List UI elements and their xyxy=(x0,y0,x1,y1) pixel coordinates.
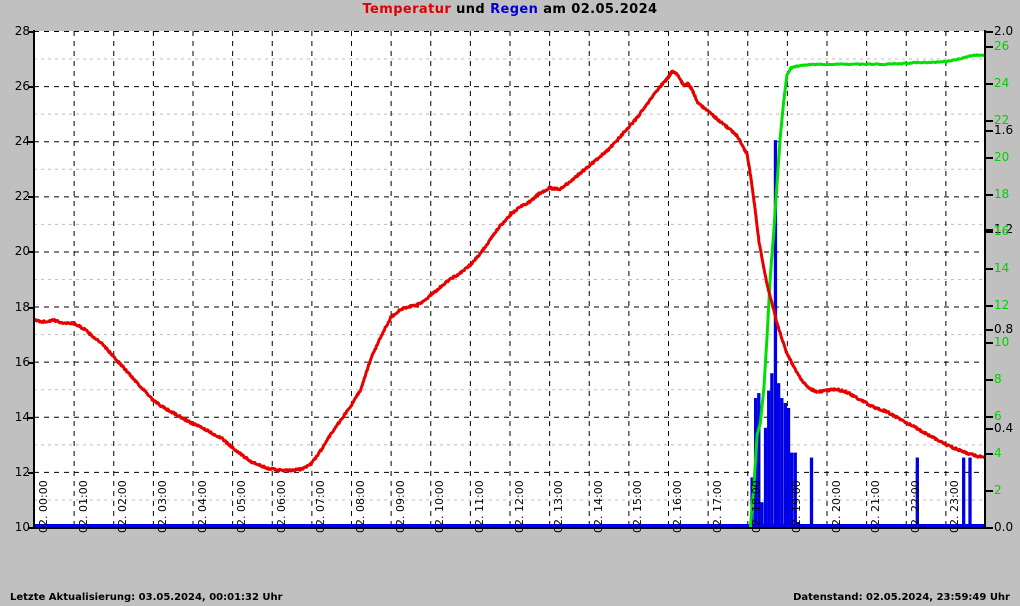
axis-tick xyxy=(28,417,35,419)
axis-tick xyxy=(28,307,35,309)
axis-tick xyxy=(986,268,993,270)
x-axis-label: 02. 15:00 xyxy=(631,480,645,533)
x-axis-label: 02. 14:00 xyxy=(591,480,605,533)
axis-tick xyxy=(28,362,35,364)
y-axis-cumulative-label: 6 xyxy=(994,408,1002,423)
axis-tick xyxy=(986,83,993,85)
axis-tick xyxy=(986,231,993,233)
x-axis-label: 02. 11:00 xyxy=(472,480,486,533)
y-axis-cumulative-label: 12 xyxy=(994,297,1010,312)
y-axis-cumulative-label: 22 xyxy=(994,112,1010,127)
x-axis-label: 02. 23:00 xyxy=(948,480,962,533)
y-axis-rain-label: 0.4 xyxy=(994,420,1014,435)
x-axis-label: 02. 17:00 xyxy=(710,480,724,533)
y-axis-cumulative-label: 24 xyxy=(994,75,1010,90)
chart-title: Temperatur und Regen am 02.05.2024 xyxy=(0,2,1020,17)
y-axis-right-spine xyxy=(984,30,986,529)
axis-tick xyxy=(28,196,35,198)
footer-last-update: Letzte Aktualisierung: 03.05.2024, 00:01… xyxy=(10,592,283,603)
x-axis-spine xyxy=(33,527,986,529)
x-axis-label: 02. 19:00 xyxy=(789,480,803,533)
axis-tick xyxy=(986,342,993,344)
y-axis-rain-label: 2.0 xyxy=(994,24,1014,38)
chart-title-rain: Regen xyxy=(490,2,539,17)
x-axis-label: 02. 13:00 xyxy=(552,480,566,533)
x-axis-label: 02. 00:00 xyxy=(37,480,50,533)
x-axis-label: 02. 08:00 xyxy=(354,480,367,533)
y-axis-rain-label: 1.6 xyxy=(994,123,1014,138)
y-axis-cumulative-label: 20 xyxy=(994,149,1010,164)
y-axis-cumulative-label: 18 xyxy=(994,186,1010,201)
x-axis-label: 02. 09:00 xyxy=(393,480,407,533)
x-axis-label: 02. 06:00 xyxy=(274,480,288,533)
y-axis-cumulative-label: 26 xyxy=(994,38,1010,53)
grid-layer xyxy=(34,31,985,527)
x-axis-label: 02. 16:00 xyxy=(671,480,684,533)
x-axis-label: 02. 12:00 xyxy=(512,480,526,533)
axis-tick xyxy=(986,379,993,381)
axis-tick xyxy=(986,120,993,122)
y-axis-left-label: 18 xyxy=(14,299,30,314)
axis-tick xyxy=(28,86,35,88)
axis-tick xyxy=(986,329,993,331)
y-axis-left-label: 14 xyxy=(14,409,30,424)
axis-tick xyxy=(986,527,993,529)
x-axis-label: 02. 18:00 xyxy=(750,480,764,533)
chart-title-temperature: Temperatur xyxy=(362,2,452,17)
y-axis-cumulative-label: 14 xyxy=(994,260,1010,275)
axis-tick xyxy=(986,453,993,455)
axis-tick xyxy=(986,416,993,418)
x-axis-label: 02. 05:00 xyxy=(235,480,249,533)
y-axis-cumulative-label: 8 xyxy=(994,371,1002,386)
data-layer xyxy=(34,53,985,527)
x-axis-label: 02. 04:00 xyxy=(195,480,209,533)
y-axis-left-label: 10 xyxy=(14,520,30,534)
chart-title-conjunction: und xyxy=(451,2,491,17)
y-axis-left-label: 16 xyxy=(14,354,30,369)
y-axis-cumulative-label: 16 xyxy=(994,223,1010,238)
x-axis-label: 02. 10:00 xyxy=(433,480,447,533)
axis-tick xyxy=(986,490,993,492)
axis-tick xyxy=(28,472,35,474)
plot-area xyxy=(34,31,985,527)
x-axis-label: 02. 20:00 xyxy=(829,480,843,533)
y-axis-rain-label: 1.2 xyxy=(994,222,1014,237)
y-axis-left-spine xyxy=(33,30,35,529)
axis-tick xyxy=(986,46,993,48)
y-axis-left-label: 22 xyxy=(14,189,30,204)
chart-title-date: am 02.05.2024 xyxy=(538,2,658,17)
x-axis-label: 02. 07:00 xyxy=(314,480,328,533)
axis-tick xyxy=(986,428,993,430)
y-axis-left-label: 26 xyxy=(14,79,30,94)
y-axis-cumulative-label: 4 xyxy=(994,445,1002,460)
axis-tick xyxy=(986,305,993,307)
y-axis-rain-label: 0.8 xyxy=(994,321,1014,336)
axis-tick xyxy=(28,527,35,529)
axis-tick xyxy=(28,141,35,143)
axis-tick xyxy=(986,229,993,231)
y-axis-cumulative-label: 2 xyxy=(994,482,1002,497)
y-axis-cumulative-label: 10 xyxy=(994,334,1010,349)
axis-tick xyxy=(28,251,35,253)
axis-tick xyxy=(986,130,993,132)
axis-tick xyxy=(986,157,993,159)
y-axis-left-label: 24 xyxy=(14,134,30,149)
axis-tick xyxy=(28,31,35,33)
axis-tick xyxy=(986,31,993,33)
footer-data-status: Datenstand: 02.05.2024, 23:59:49 Uhr xyxy=(793,592,1010,603)
x-axis-label: 02. 22:00 xyxy=(908,480,922,533)
x-axis-label: 02. 01:00 xyxy=(76,480,90,533)
y-axis-left-label: 12 xyxy=(14,464,30,479)
x-axis-label: 02. 21:00 xyxy=(869,480,883,533)
axis-tick xyxy=(986,194,993,196)
x-axis-label: 02. 02:00 xyxy=(116,480,130,533)
y-axis-left-label: 28 xyxy=(14,24,30,38)
x-axis-label: 02. 03:00 xyxy=(155,480,169,533)
y-axis-rain-label: 0.0 xyxy=(994,520,1014,534)
y-axis-left-label: 20 xyxy=(14,244,30,259)
